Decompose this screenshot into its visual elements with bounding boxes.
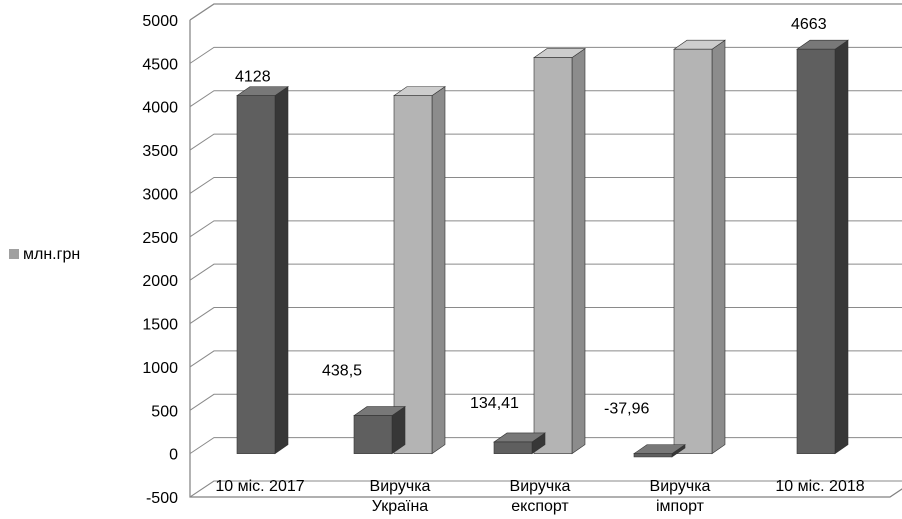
data-label: 4128 bbox=[235, 69, 271, 86]
y-tick-label: -500 bbox=[146, 490, 178, 507]
x-category-label: 10 міс. 2018 bbox=[775, 478, 864, 495]
y-tick-label: 500 bbox=[151, 403, 178, 420]
x-category-label: Виручка bbox=[650, 478, 711, 495]
bar-base bbox=[393, 86, 446, 455]
bar-base-front bbox=[673, 48, 713, 454]
data-label: 438,5 bbox=[322, 363, 362, 380]
y-tick-label: 0 bbox=[169, 447, 178, 464]
bar-base-side bbox=[711, 39, 726, 455]
bar-change-front bbox=[633, 453, 673, 458]
bar-total bbox=[236, 86, 289, 455]
data-label: 134,41 bbox=[470, 395, 519, 412]
bar-total-side bbox=[834, 39, 849, 455]
legend: млн.грн bbox=[9, 246, 80, 263]
bar-base bbox=[673, 39, 726, 455]
bar-base-side bbox=[571, 48, 586, 455]
bar-change-front bbox=[493, 441, 533, 454]
bars bbox=[236, 39, 849, 458]
x-category-label: експорт bbox=[511, 498, 569, 515]
x-category-label: 10 міс. 2017 bbox=[215, 478, 304, 495]
bar-change bbox=[633, 444, 686, 458]
bar-base-front bbox=[533, 57, 573, 454]
x-category-label: Виручка bbox=[510, 478, 571, 495]
y-tick-label: 2500 bbox=[142, 230, 178, 247]
bar-change-front bbox=[353, 415, 393, 454]
gridline bbox=[189, 3, 902, 21]
x-category-label: Україна bbox=[372, 498, 429, 515]
y-tick-label: 2000 bbox=[142, 273, 178, 290]
bar-base-side bbox=[431, 86, 446, 455]
y-tick-label: 1000 bbox=[142, 360, 178, 377]
bar-change bbox=[353, 406, 406, 455]
bar-base-front bbox=[393, 95, 433, 454]
data-label: 4663 bbox=[791, 16, 827, 33]
y-tick-label: 3500 bbox=[142, 143, 178, 160]
x-axis-categories: 10 міс. 2017 Виручка Україна Виручка експорт… bbox=[215, 478, 864, 515]
y-tick-label: 4000 bbox=[142, 100, 178, 117]
bar-total-front bbox=[236, 95, 276, 454]
bar-total-front bbox=[796, 48, 836, 454]
y-tick-label: 3000 bbox=[142, 186, 178, 203]
y-axis-ticks: -500 0 500 1000 1500 2000 2500 3000 3500 4000 4500… bbox=[142, 13, 178, 507]
x-category-label: Виручка bbox=[370, 478, 431, 495]
y-tick-label: 4500 bbox=[142, 56, 178, 73]
data-labels: 4128 438,5 134,41 -37,96 4663 bbox=[235, 16, 827, 417]
gridline bbox=[189, 480, 902, 498]
bar-total-side bbox=[274, 86, 289, 455]
y-tick-label: 1500 bbox=[142, 317, 178, 334]
data-label: -37,96 bbox=[604, 401, 649, 418]
y-tick-label: 5000 bbox=[142, 13, 178, 30]
legend-series-name: млн.грн bbox=[23, 246, 80, 263]
bar-base bbox=[533, 48, 586, 455]
legend-swatch bbox=[9, 249, 19, 259]
x-category-label: імпорт bbox=[656, 498, 705, 515]
bar-change bbox=[493, 432, 546, 455]
bar-total bbox=[796, 39, 849, 455]
